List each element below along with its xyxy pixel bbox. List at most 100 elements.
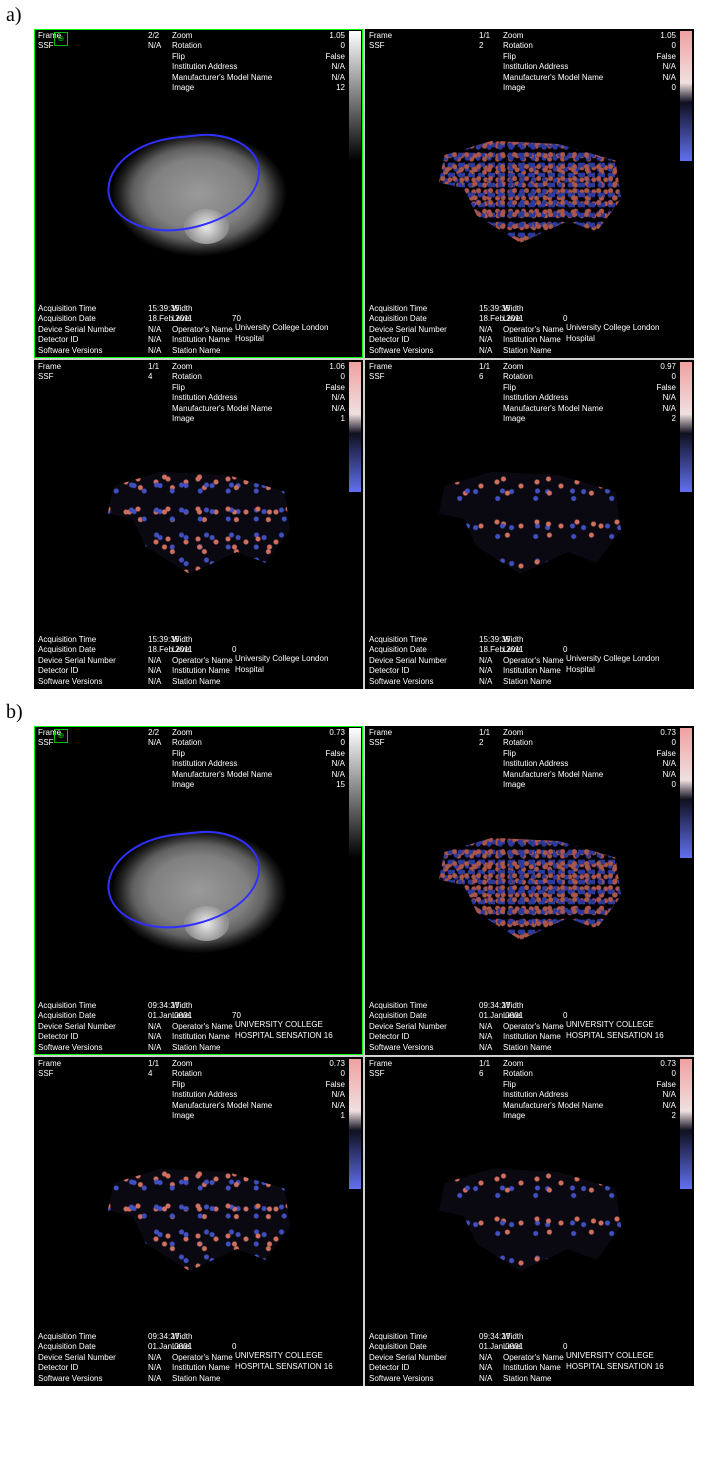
viewer-panel[interactable]: Frame1/1SSF6ZoomRotationFlipInstitution … — [365, 360, 694, 689]
dsn-value: N/A — [479, 656, 492, 665]
overlay-bot-mid: WidthLevel70Operator's NameInstitution N… — [172, 1001, 241, 1053]
flip-label: Flip — [503, 383, 643, 393]
texture-map — [104, 1167, 294, 1277]
frame-value: 1/1 — [479, 362, 490, 371]
top-value: 0 — [672, 1069, 676, 1078]
institution-value: University College London Hospital — [235, 654, 328, 673]
frame-label: Frame — [38, 728, 148, 738]
viewer-panel[interactable]: ⊕Frame2/2SSFN/AZoomRotationFlipInstituti… — [34, 726, 363, 1055]
viewer-panel[interactable]: Frame1/1SSF6ZoomRotationFlipInstitution … — [365, 1057, 694, 1386]
frame-value: 1/1 — [148, 1059, 159, 1068]
dsn-label: Device Serial Number — [38, 1353, 148, 1363]
top-value: False — [325, 52, 345, 61]
institution-value: UNIVERSITY COLLEGE HOSPITAL SENSATION 16 — [235, 1020, 333, 1039]
flip-label: Flip — [503, 52, 643, 62]
detid-label: Detector ID — [369, 1032, 479, 1042]
top-value: N/A — [663, 1090, 676, 1099]
overlay-top-right: 1.060FalseN/AN/A1 — [325, 362, 345, 424]
swv-value: N/A — [148, 677, 161, 686]
swv-value: N/A — [479, 677, 492, 686]
dsn-label: Device Serial Number — [38, 325, 148, 335]
top-value: 0.73 — [329, 1059, 345, 1068]
overlay-institution: University College London Hospital — [566, 654, 676, 675]
flip-label: Flip — [172, 52, 312, 62]
top-value: N/A — [332, 759, 345, 768]
overlay-institution: University College London Hospital — [566, 323, 676, 344]
overlay-bot-mid: WidthLevel0Operator's NameInstitution Na… — [503, 1001, 567, 1053]
rotation-label: Rotation — [503, 1069, 643, 1079]
overlay-bot-left: Acquisition Time15:39:35Acquisition Date… — [369, 635, 523, 687]
model-label: Manufacturer's Model Name — [172, 1101, 312, 1111]
rotation-label: Rotation — [503, 738, 643, 748]
acqtime-label: Acquisition Time — [38, 1332, 148, 1342]
frame-label: Frame — [369, 728, 479, 738]
viewer-panel[interactable]: Frame1/1SSF4ZoomRotationFlipInstitution … — [34, 1057, 363, 1386]
level-label: Level — [503, 314, 563, 324]
level-value: 70 — [232, 1011, 241, 1020]
swv-label: Software Versions — [369, 1043, 479, 1053]
top-value: 0.73 — [329, 728, 345, 737]
detid-value: N/A — [479, 335, 492, 344]
swv-value: N/A — [479, 346, 492, 355]
overlay-bot-left: Acquisition Time09:34:27Acquisition Date… — [38, 1332, 192, 1384]
colorbar — [349, 31, 361, 161]
overlay-top-mid: ZoomRotationFlipInstitution AddressManuf… — [503, 728, 643, 790]
width-label: Width — [172, 1332, 192, 1341]
overlay-institution: University College London Hospital — [235, 654, 345, 675]
overlay-top-mid: ZoomRotationFlipInstitution AddressManuf… — [503, 31, 643, 93]
institution-label: Institution Name — [172, 335, 230, 344]
level-value: 0 — [563, 314, 567, 323]
detid-label: Detector ID — [38, 1032, 148, 1042]
viewer-panel[interactable]: ⊕Frame2/2SSFN/AZoomRotationFlipInstituti… — [34, 29, 363, 358]
acqtime-label: Acquisition Time — [38, 304, 148, 314]
ssf-label: SSF — [38, 1069, 148, 1079]
detid-label: Detector ID — [38, 1363, 148, 1373]
station-label: Station Name — [503, 1043, 551, 1052]
ssf-value: 4 — [148, 372, 152, 381]
detid-value: N/A — [479, 666, 492, 675]
overlay-institution: University College London Hospital — [235, 323, 345, 344]
inst-addr-label: Institution Address — [503, 1090, 643, 1100]
institution-label: Institution Name — [503, 1032, 561, 1041]
top-value: N/A — [332, 393, 345, 402]
detid-value: N/A — [479, 1032, 492, 1041]
viewer-panel[interactable]: Frame1/1SSF2ZoomRotationFlipInstitution … — [365, 29, 694, 358]
top-value: 12 — [336, 83, 345, 92]
acqtime-label: Acquisition Time — [369, 304, 479, 314]
top-value: N/A — [663, 1101, 676, 1110]
flip-label: Flip — [503, 749, 643, 759]
overlay-top-mid: ZoomRotationFlipInstitution AddressManuf… — [503, 1059, 643, 1121]
institution-value: University College London Hospital — [235, 323, 328, 342]
overlay-institution: UNIVERSITY COLLEGE HOSPITAL SENSATION 16 — [235, 1020, 345, 1041]
colorbar — [680, 728, 692, 858]
top-value: 0 — [672, 738, 676, 747]
viewer-panel[interactable]: Frame1/1SSF4ZoomRotationFlipInstitution … — [34, 360, 363, 689]
figure-label-a: a) — [0, 0, 714, 29]
station-label: Station Name — [503, 1374, 551, 1383]
overlay-institution: UNIVERSITY COLLEGE HOSPITAL SENSATION 16 — [566, 1020, 676, 1041]
colorbar — [680, 31, 692, 161]
dsn-label: Device Serial Number — [369, 1022, 479, 1032]
rotation-label: Rotation — [172, 41, 312, 51]
overlay-bot-mid: WidthLevel0Operator's NameInstitution Na… — [503, 1332, 567, 1384]
station-label: Station Name — [503, 677, 551, 686]
flip-label: Flip — [172, 749, 312, 759]
zoom-label: Zoom — [503, 728, 643, 738]
image-label: Image — [503, 83, 643, 93]
top-value: N/A — [332, 62, 345, 71]
dsn-label: Device Serial Number — [369, 325, 479, 335]
detid-value: N/A — [148, 1363, 161, 1372]
top-value: 1.05 — [329, 31, 345, 40]
overlay-top-left: Frame2/2SSFN/A — [38, 31, 161, 52]
overlay-top-left: Frame1/1SSF4 — [38, 362, 159, 383]
dsn-value: N/A — [479, 325, 492, 334]
ct-slice — [89, 114, 309, 274]
colorbar — [349, 362, 361, 492]
operator-label: Operator's Name — [503, 1353, 564, 1362]
zoom-label: Zoom — [503, 1059, 643, 1069]
viewer-panel[interactable]: Frame1/1SSF2ZoomRotationFlipInstitution … — [365, 726, 694, 1055]
top-value: 0.97 — [660, 362, 676, 371]
institution-value: University College London Hospital — [566, 323, 659, 342]
level-value: 0 — [563, 1011, 567, 1020]
swv-value: N/A — [148, 1043, 161, 1052]
